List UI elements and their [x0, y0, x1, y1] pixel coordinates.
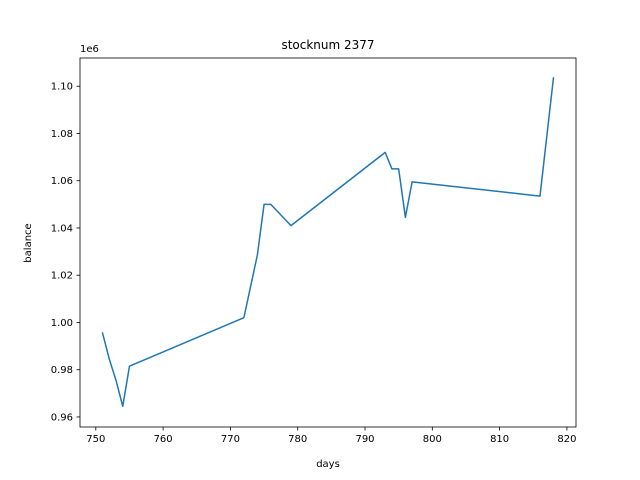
chart-title: stocknum 2377 [281, 38, 374, 52]
x-tick-label: 820 [557, 434, 576, 445]
y-ticks: 0.96 0.98 1.00 1.02 1.04 1.06 1.08 1.10 [51, 82, 80, 423]
y-tick-label: 1.02 [51, 271, 73, 282]
plot-area [80, 58, 576, 427]
y-tick-label: 0.96 [51, 412, 73, 423]
x-tick-label: 760 [154, 434, 173, 445]
series-line [101, 77, 555, 408]
x-tick-label: 810 [490, 434, 509, 445]
y-tick-label: 1.00 [51, 318, 73, 329]
y-tick-label: 1.04 [51, 223, 73, 234]
y-tick-label: 1.06 [51, 176, 73, 187]
y-axis-label: balance [23, 223, 34, 262]
x-tick-label: 750 [86, 434, 105, 445]
x-ticks: 750 760 770 780 790 800 810 820 [86, 427, 576, 445]
x-tick-label: 800 [423, 434, 442, 445]
x-tick-label: 790 [355, 434, 374, 445]
y-offset-label: 1e6 [80, 44, 99, 55]
plot-frame [79, 57, 577, 428]
x-tick-label: 780 [288, 434, 307, 445]
x-tick-label: 770 [221, 434, 240, 445]
y-tick-label: 1.08 [51, 129, 73, 140]
y-tick-label: 1.10 [51, 82, 73, 93]
y-tick-label: 0.98 [51, 365, 73, 376]
x-axis-label: days [316, 459, 340, 470]
